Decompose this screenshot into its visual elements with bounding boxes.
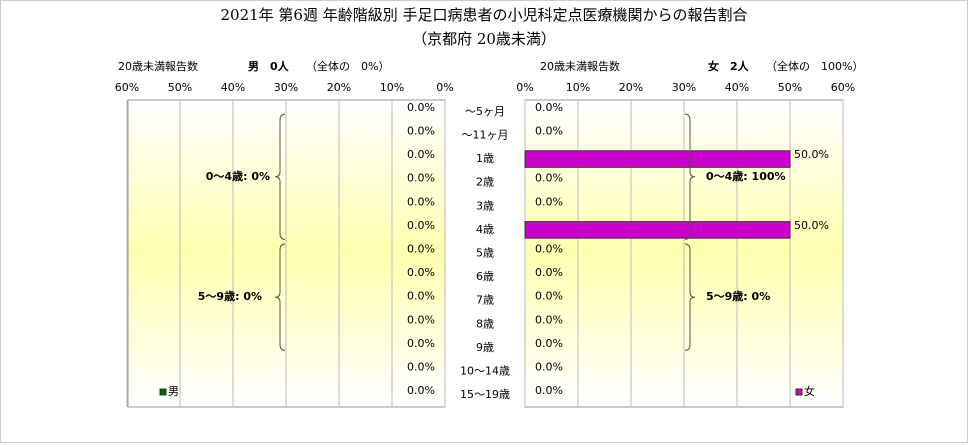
category-label: 5歳 <box>476 247 494 260</box>
value-label: 0.0% <box>535 101 563 114</box>
x-tick-label: 60% <box>115 81 139 94</box>
x-tick-label: 10% <box>566 81 590 94</box>
value-label: 0.0% <box>407 101 435 114</box>
category-label: 6歳 <box>476 270 494 283</box>
legend-label: 男 <box>168 385 179 398</box>
category-label: ～5ヶ月 <box>465 105 505 118</box>
value-label: 0.0% <box>407 266 435 279</box>
legend-swatch <box>159 388 167 396</box>
x-tick-label: 0% <box>516 81 533 94</box>
value-label: 50.0% <box>794 148 829 161</box>
left-header: 男 0人 <box>248 59 290 73</box>
value-label: 0.0% <box>407 337 435 350</box>
value-label: 0.0% <box>535 266 563 279</box>
x-tick-label: 10% <box>380 81 404 94</box>
chart-title: 2021年 第6週 年齢階級別 手足口病患者の小児科定点医療機関からの報告割合 <box>220 6 747 24</box>
value-label: 0.0% <box>407 290 435 303</box>
value-label: 0.0% <box>535 195 563 208</box>
value-label: 0.0% <box>535 172 563 185</box>
left-header: 20歳未満報告数 <box>118 60 198 73</box>
annotation: 0～4歳: 0% <box>206 169 270 183</box>
value-label: 0.0% <box>407 219 435 232</box>
value-label: 0.0% <box>535 337 563 350</box>
right-header: 女 2人 <box>708 59 750 73</box>
annotation: 5～9歳: 0% <box>706 289 770 303</box>
x-tick-label: 40% <box>221 81 245 94</box>
right-header: 20歳未満報告数 <box>540 60 620 73</box>
value-label: 0.0% <box>407 148 435 161</box>
value-label: 0.0% <box>535 243 563 256</box>
category-label: 7歳 <box>476 294 494 307</box>
category-label: 8歳 <box>476 317 494 330</box>
x-tick-label: 60% <box>831 81 855 94</box>
value-label: 0.0% <box>535 124 563 137</box>
category-label: 9歳 <box>476 341 494 354</box>
left-header: （全体の 0%） <box>306 59 389 73</box>
annotation: 5～9歳: 0% <box>198 289 262 303</box>
x-tick-label: 50% <box>778 81 802 94</box>
chart-subtitle: （京都府 20歳未満） <box>412 30 556 48</box>
brace <box>274 243 286 351</box>
category-label: 3歳 <box>476 199 494 212</box>
brace <box>274 113 286 240</box>
value-label: 0.0% <box>407 172 435 185</box>
value-label: 0.0% <box>407 124 435 137</box>
value-label: 0.0% <box>535 313 563 326</box>
annotation: 0～4歳: 100% <box>706 169 786 183</box>
value-label: 0.0% <box>535 384 563 397</box>
right-header: （全体の 100%） <box>766 59 863 73</box>
bar <box>524 150 791 168</box>
x-tick-label: 40% <box>725 81 749 94</box>
x-tick-label: 20% <box>619 81 643 94</box>
category-label: 1歳 <box>476 152 494 165</box>
value-label: 0.0% <box>407 361 435 374</box>
brace <box>684 113 696 240</box>
x-tick-label: 20% <box>327 81 351 94</box>
value-label: 0.0% <box>407 243 435 256</box>
category-label: 10～14歳 <box>460 365 510 378</box>
value-label: 0.0% <box>535 290 563 303</box>
legend-swatch <box>795 388 803 396</box>
x-tick-label: 50% <box>168 81 192 94</box>
x-tick-label: 0% <box>436 81 453 94</box>
value-label: 0.0% <box>407 313 435 326</box>
x-tick-label: 30% <box>274 81 298 94</box>
bar <box>524 221 791 239</box>
category-label: 2歳 <box>476 176 494 189</box>
value-label: 0.0% <box>407 195 435 208</box>
x-tick-label: 30% <box>672 81 696 94</box>
value-label: 50.0% <box>794 219 829 232</box>
brace <box>684 243 696 351</box>
category-label: ～11ヶ月 <box>462 128 509 141</box>
value-label: 0.0% <box>407 384 435 397</box>
value-label: 0.0% <box>535 361 563 374</box>
category-label: 4歳 <box>476 223 494 236</box>
category-label: 15～19歳 <box>460 388 510 401</box>
legend-label: 女 <box>804 384 815 398</box>
